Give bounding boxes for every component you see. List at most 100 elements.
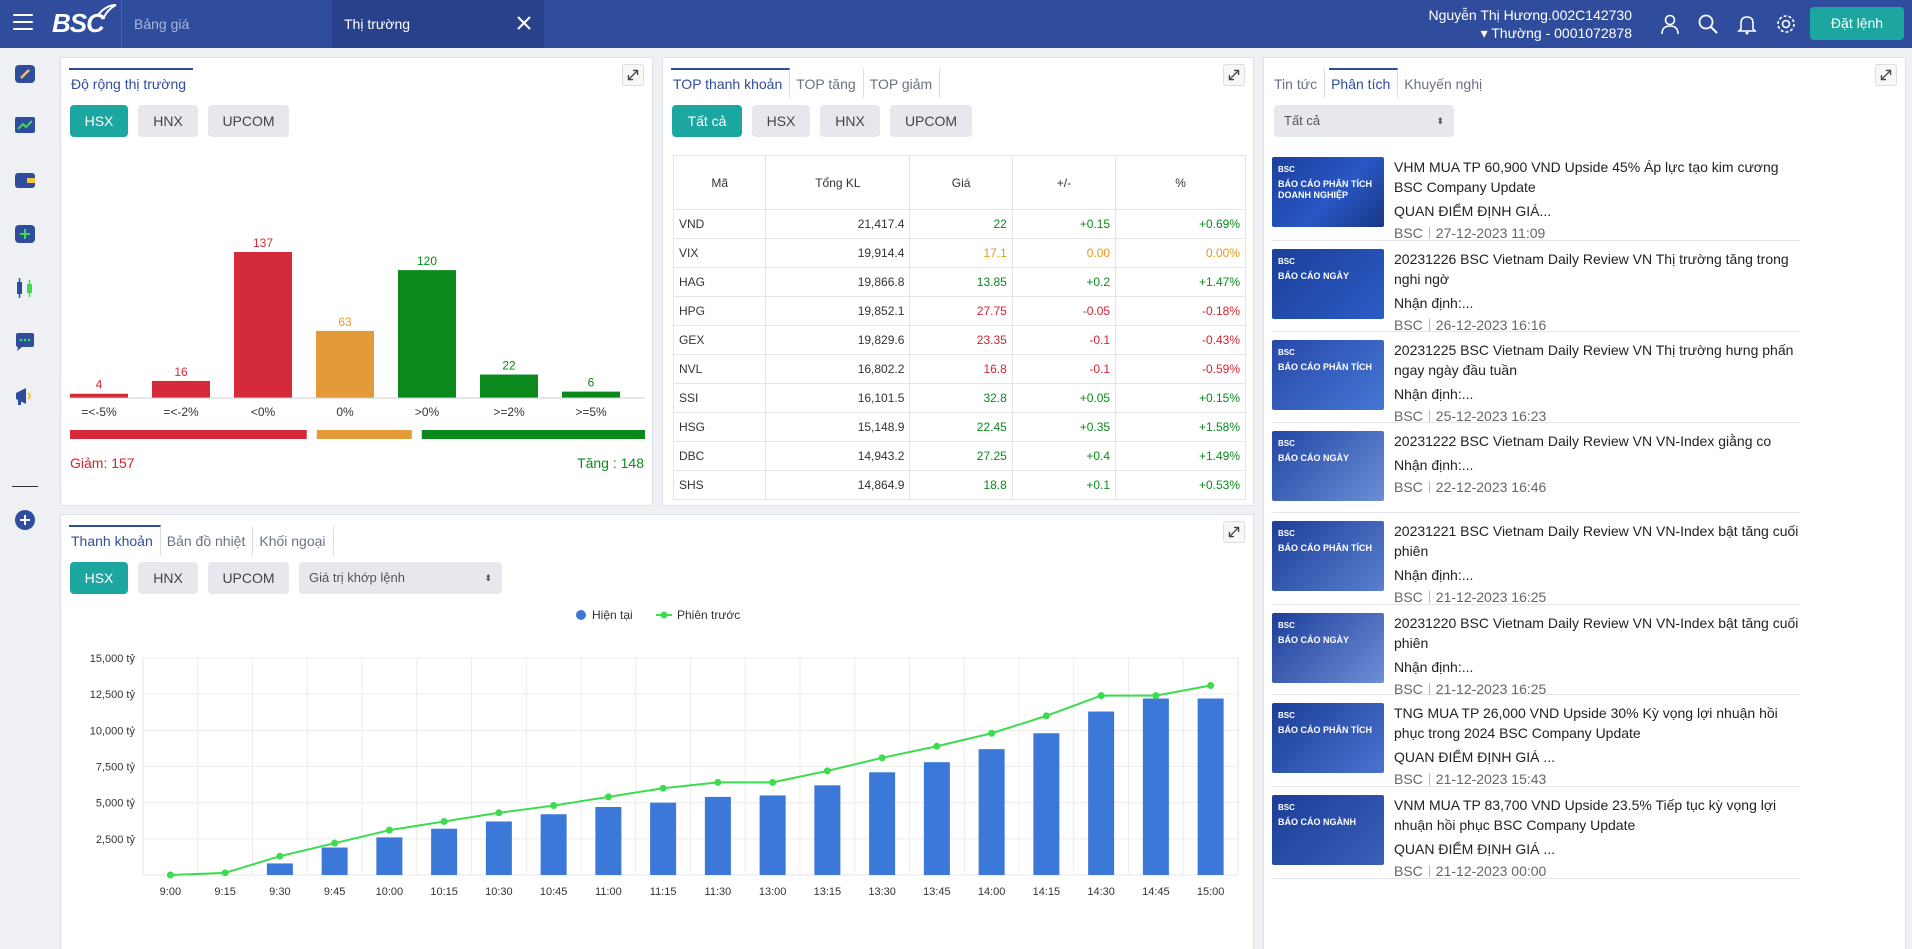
table-row[interactable]: HSG 15,148.9 22.45 +0.35 +1.58% (672, 412, 1246, 442)
current-session-bar[interactable] (266, 863, 293, 875)
liquidity-upcom-button[interactable]: UPCOM (208, 562, 289, 594)
news-item[interactable]: BSC BÁO CÁO PHÂN TÍCH 20231225 BSC Vietnam… (1272, 340, 1800, 424)
chat-icon[interactable] (13, 330, 37, 354)
news-item[interactable]: BSC BÁO CÁO PHÂN TÍCH 20231221 BSC Vietnam… (1272, 521, 1800, 605)
tab-top-gainers[interactable]: TOP tăng (794, 68, 864, 98)
current-session-bar[interactable] (376, 837, 403, 875)
col-change[interactable]: +/- (1011, 155, 1117, 210)
breadth-bar[interactable] (398, 270, 456, 398)
current-session-bar[interactable] (1088, 711, 1115, 875)
previous-session-point[interactable] (878, 754, 886, 762)
current-session-bar[interactable] (595, 807, 622, 875)
news-item[interactable]: BSC BÁO CÁO PHÂN TÍCH DOANH NGHIỆP VHM MUA… (1272, 157, 1800, 241)
expand-icon[interactable] (622, 64, 644, 86)
close-tab-icon[interactable] (514, 13, 534, 33)
previous-session-point[interactable] (1152, 692, 1160, 700)
place-order-button[interactable]: Đặt lệnh (1810, 7, 1904, 40)
current-session-bar[interactable] (650, 802, 677, 875)
breadth-hsx-button[interactable]: HSX (70, 105, 128, 137)
tab-market[interactable]: Thị trường (332, 0, 544, 48)
wallet-icon[interactable] (13, 168, 37, 192)
market-chart-icon[interactable] (13, 114, 37, 138)
previous-session-point[interactable] (331, 839, 339, 847)
tab-top-losers[interactable]: TOP giảm (868, 68, 941, 98)
news-title[interactable]: 20231220 BSC Vietnam Daily Review VN VN-… (1394, 615, 1799, 651)
previous-session-point[interactable] (385, 826, 393, 834)
expand-icon[interactable] (1223, 64, 1245, 86)
news-title[interactable]: TNG MUA TP 26,000 VND Upside 30% Kỳ vọng… (1394, 705, 1778, 741)
candlestick-icon[interactable] (13, 276, 37, 300)
news-title[interactable]: VNM MUA TP 83,700 VND Upside 23.5% Tiếp … (1394, 797, 1777, 833)
current-session-bar[interactable] (1197, 698, 1224, 875)
current-session-bar[interactable] (1142, 698, 1169, 875)
table-row[interactable]: VND 21,417.4 22 +0.15 +0.69% (672, 209, 1246, 239)
news-thumbnail[interactable]: BSC BÁO CÁO NGÀY (1272, 249, 1384, 319)
news-thumbnail[interactable]: BSC BÁO CÁO PHÂN TÍCH (1272, 703, 1384, 773)
previous-session-point[interactable] (933, 742, 941, 750)
previous-session-point[interactable] (1042, 712, 1050, 720)
breadth-bar[interactable] (316, 330, 374, 398)
previous-session-point[interactable] (604, 793, 612, 801)
table-row[interactable]: VIX 19,914.4 17.1 0.00 0.00% (672, 238, 1246, 268)
previous-session-point[interactable] (221, 869, 229, 877)
account-selector[interactable]: ▾ Thường - 0001072878 (1480, 25, 1632, 41)
top-filter-all[interactable]: Tất cả (672, 105, 742, 137)
liquidity-hnx-button[interactable]: HNX (138, 562, 198, 594)
previous-session-point[interactable] (659, 784, 667, 792)
col-code[interactable]: Mã (672, 155, 767, 210)
table-row[interactable]: HPG 19,852.1 27.75 -0.05 -0.18% (672, 296, 1246, 326)
news-thumbnail[interactable]: BSC BÁO CÁO NGÀNH (1272, 795, 1384, 865)
breadth-bar[interactable] (234, 252, 292, 398)
tab-market-breadth[interactable]: Độ rộng thị trường (69, 68, 194, 98)
table-row[interactable]: SSI 16,101.5 32.8 +0.05 +0.15% (672, 383, 1246, 413)
current-session-bar[interactable] (814, 785, 841, 875)
news-thumbnail[interactable]: BSC BÁO CÁO PHÂN TÍCH (1272, 521, 1384, 591)
bell-icon[interactable] (1736, 13, 1758, 35)
news-thumbnail[interactable]: BSC BÁO CÁO NGÀY (1272, 431, 1384, 501)
previous-session-point[interactable] (440, 817, 448, 825)
tab-liquidity[interactable]: Thanh khoản (69, 525, 161, 555)
breadth-bar[interactable] (152, 380, 210, 398)
previous-session-point[interactable] (769, 778, 777, 786)
tab-analysis[interactable]: Phân tích (1329, 68, 1399, 98)
tab-top-liquidity[interactable]: TOP thanh khoản (671, 68, 791, 98)
user-icon[interactable] (1659, 13, 1681, 35)
table-row[interactable]: SHS 14,864.9 18.8 +0.1 +0.53% (672, 470, 1246, 500)
previous-session-point[interactable] (714, 778, 722, 786)
current-session-bar[interactable] (431, 828, 458, 875)
news-title[interactable]: 20231222 BSC Vietnam Daily Review VN VN-… (1394, 433, 1772, 449)
news-item[interactable]: BSC BÁO CÁO NGÀY 20231220 BSC Vietnam Dail… (1272, 613, 1800, 697)
top-filter-hnx[interactable]: HNX (820, 105, 880, 137)
current-session-bar[interactable] (540, 814, 567, 875)
current-session-bar[interactable] (321, 847, 348, 875)
expand-icon[interactable] (1875, 64, 1897, 86)
previous-session-point[interactable] (276, 852, 284, 860)
previous-session-point[interactable] (495, 809, 503, 817)
add-icon[interactable] (13, 508, 37, 532)
news-title[interactable]: 20231226 BSC Vietnam Daily Review VN Thị… (1394, 251, 1789, 287)
top-filter-upcom[interactable]: UPCOM (890, 105, 972, 137)
table-row[interactable]: DBC 14,943.2 27.25 +0.4 +1.49% (672, 441, 1246, 471)
current-session-bar[interactable] (1033, 733, 1060, 875)
current-session-bar[interactable] (923, 762, 950, 875)
previous-session-point[interactable] (550, 802, 558, 810)
current-session-bar[interactable] (869, 772, 896, 875)
megaphone-icon[interactable] (13, 384, 37, 408)
order-book-icon[interactable] (13, 62, 37, 86)
tab-recommendation[interactable]: Khuyến nghị (1404, 76, 1483, 92)
table-row[interactable]: HAG 19,866.8 13.85 +0.2 +1.47% (672, 267, 1246, 297)
breadth-hnx-button[interactable]: HNX (138, 105, 198, 137)
news-filter-select[interactable]: Tất cả ⬍ (1274, 105, 1454, 137)
expand-icon[interactable] (1223, 521, 1245, 543)
breadth-bar[interactable] (480, 374, 538, 398)
breadth-upcom-button[interactable]: UPCOM (208, 105, 289, 137)
search-icon[interactable] (1697, 13, 1719, 35)
tab-heatmap[interactable]: Bản đồ nhiệt (165, 525, 254, 555)
news-item[interactable]: BSC BÁO CÁO NGÀY 20231226 BSC Vietnam Dail… (1272, 249, 1800, 333)
news-thumbnail[interactable]: BSC BÁO CÁO PHÂN TÍCH (1272, 340, 1384, 410)
bsc-logo[interactable]: BSC (52, 8, 105, 38)
table-row[interactable]: NVL 16,802.2 16.8 -0.1 -0.59% (672, 354, 1246, 384)
breadth-bar[interactable] (70, 393, 128, 398)
tab-price-board[interactable]: Bảng giá (121, 0, 331, 48)
table-row[interactable]: GEX 19,829.6 23.35 -0.1 -0.43% (672, 325, 1246, 355)
